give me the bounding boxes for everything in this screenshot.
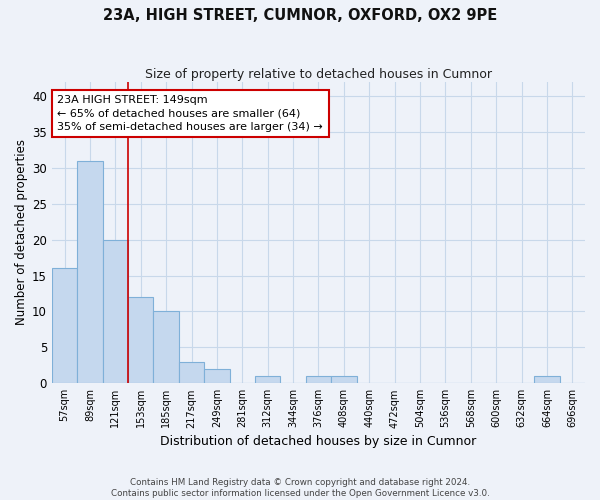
Bar [255, 376, 280, 384]
Bar [154, 312, 179, 384]
Y-axis label: Number of detached properties: Number of detached properties [15, 140, 28, 326]
X-axis label: Distribution of detached houses by size in Cumnor: Distribution of detached houses by size … [160, 434, 476, 448]
Text: Contains HM Land Registry data © Crown copyright and database right 2024.
Contai: Contains HM Land Registry data © Crown c… [110, 478, 490, 498]
Title: Size of property relative to detached houses in Cumnor: Size of property relative to detached ho… [145, 68, 492, 80]
Bar [103, 240, 128, 384]
Bar [179, 362, 204, 384]
Bar [306, 376, 331, 384]
Bar [204, 369, 230, 384]
Bar [52, 268, 77, 384]
Bar [331, 376, 356, 384]
Text: 23A HIGH STREET: 149sqm
← 65% of detached houses are smaller (64)
35% of semi-de: 23A HIGH STREET: 149sqm ← 65% of detache… [57, 95, 323, 132]
Bar [128, 297, 154, 384]
Bar [534, 376, 560, 384]
Text: 23A, HIGH STREET, CUMNOR, OXFORD, OX2 9PE: 23A, HIGH STREET, CUMNOR, OXFORD, OX2 9P… [103, 8, 497, 22]
Bar [77, 160, 103, 384]
